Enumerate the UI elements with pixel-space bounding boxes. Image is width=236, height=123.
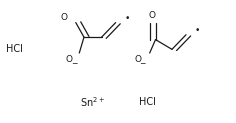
Text: O: O xyxy=(61,13,67,22)
Text: O: O xyxy=(65,55,72,64)
Text: O: O xyxy=(148,11,155,20)
Text: •: • xyxy=(125,14,130,23)
Text: −: − xyxy=(139,59,146,68)
Text: HCl: HCl xyxy=(139,97,156,107)
Text: O: O xyxy=(135,55,141,64)
Text: HCl: HCl xyxy=(6,44,23,54)
Text: Sn$^{2+}$: Sn$^{2+}$ xyxy=(80,95,105,108)
Text: •: • xyxy=(195,26,200,35)
Text: −: − xyxy=(72,59,78,68)
